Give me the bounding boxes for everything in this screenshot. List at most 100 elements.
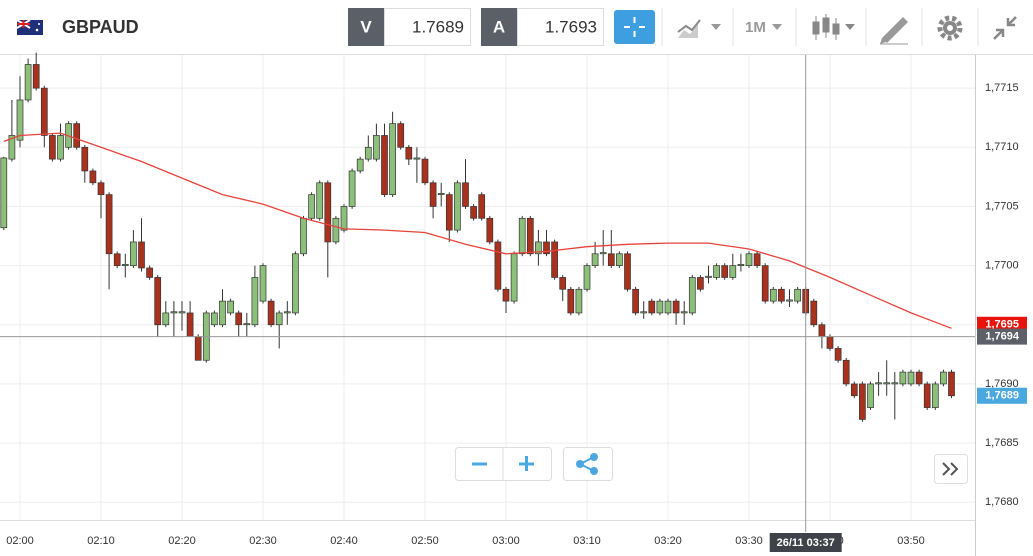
candle-body [243,323,251,326]
candle-body [753,253,761,266]
zoom-in-button[interactable] [519,456,534,471]
candle-body [259,265,267,302]
settings-button[interactable] [937,15,963,41]
candle-body [332,217,340,243]
candle-body [421,158,429,184]
candle-body [405,146,413,160]
y-tick-label: 1,7700 [985,260,1019,272]
candle-body [867,383,874,408]
x-tick-label: 02:10 [87,535,115,547]
candle-body [316,182,324,219]
candle-body [567,288,575,314]
bid-button[interactable] [348,8,471,46]
timeframe: 1M [745,19,766,36]
crosshair-time-box [769,533,842,552]
candle-body [16,99,24,141]
flag [16,19,43,35]
chart-type-button[interactable] [677,19,721,38]
candle-body [227,300,234,314]
x-tick-label: 03:00 [492,535,520,547]
candle-body [81,146,89,172]
candle-body [413,157,421,160]
ask-price: 1.7693 [545,17,597,36]
candle-body [340,206,348,231]
y-tick-label: 1,7685 [985,437,1019,449]
candle-body [535,241,542,255]
y-tick-label: 1,7715 [985,82,1019,94]
scroll-right-button[interactable] [934,454,968,484]
candle-type-button[interactable] [812,14,855,40]
candle-body [162,312,170,326]
price-tag-label: 1,7694 [985,331,1020,343]
fullscreen-button[interactable] [993,16,1017,40]
candle-body [640,311,648,314]
candle-body [348,170,356,207]
bid-label: V [360,17,372,36]
candle-body [364,146,372,160]
candle-body [672,300,680,314]
symbol: GBPAUD [62,17,139,37]
candle-body [32,64,40,89]
candle-body [583,265,591,290]
candle-body [105,194,113,255]
y-tick-label: 1,7680 [985,496,1019,508]
candle-body [818,324,826,337]
candle-body [138,241,145,269]
candle-body [575,288,583,314]
candle-body [705,275,712,278]
candle-body [648,300,656,314]
x-tick-label: 03:20 [654,535,682,547]
candle-body [324,182,332,243]
candle-body [502,288,510,302]
x-tick-label: 02:30 [249,535,277,547]
candle-body [251,277,259,326]
timeframe-button[interactable] [772,24,782,30]
candle-body [397,123,405,148]
candle-body [769,288,777,302]
candle-body [786,299,793,302]
candle-body [526,217,534,255]
candle-body [624,253,631,290]
share-button[interactable] [563,447,613,481]
candle-body [948,371,955,397]
candle-body [899,371,907,385]
x-tick-label: 02:40 [330,535,358,547]
price-tag-label: 1,7689 [985,390,1019,402]
header-dividers [661,8,979,46]
candle-body [186,312,194,337]
candle-body [292,253,299,314]
draw-button[interactable] [880,17,908,45]
candle-body [219,300,226,326]
ask-button[interactable] [481,8,604,46]
crosshair-button[interactable] [614,10,655,44]
y-tick-label: 1,7710 [985,141,1019,153]
candle-body [454,182,461,231]
candle-body [907,371,915,385]
candle-body [883,382,891,385]
candle-body [591,253,599,266]
candle-body [721,265,729,278]
candle-body [24,64,32,101]
candle-body [235,312,243,326]
candle-body [915,371,923,385]
candle-body [373,135,380,160]
candle-body [510,253,518,302]
candle-body [308,194,315,219]
candle-body [445,194,453,231]
x-tick-label: 02:00 [6,535,34,547]
candle-body [931,383,939,408]
candle-body [794,288,801,302]
candle-body [494,241,502,290]
candle-body [543,241,550,255]
candle-body [680,311,688,314]
candle-body [40,87,48,136]
bid-price: 1.7689 [412,17,464,36]
x-tick-label: 03:30 [735,535,763,547]
candle-body [599,252,607,255]
price-tag [977,387,1027,404]
y-tick-label: 1,7705 [985,200,1019,212]
candle-body [697,277,704,290]
y-tick-label: 1,7690 [985,378,1019,390]
candle-body [891,382,899,385]
candle-body [923,383,931,408]
